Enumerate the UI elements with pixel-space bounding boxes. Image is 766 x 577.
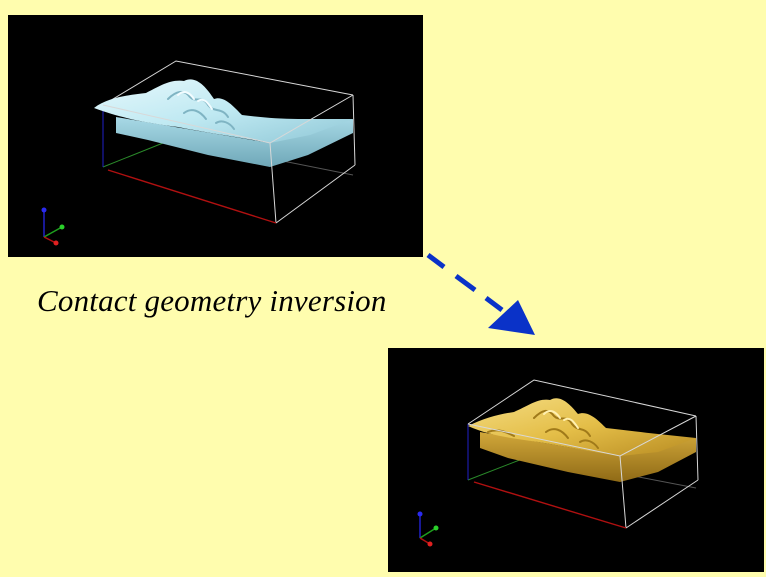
surface-ridge-detail — [487, 410, 599, 449]
box-edge-front — [102, 94, 354, 144]
box-edge-front-left — [269, 142, 277, 224]
box-edge-top-back — [102, 60, 354, 106]
viewport-after-inversion — [388, 348, 764, 572]
box-edge-bottom-x-axis — [107, 169, 277, 224]
surface-front-face — [480, 432, 696, 482]
viewport-before-inversion — [8, 15, 423, 257]
surface-render-after — [417, 379, 699, 547]
box-edge-bottom-x-axis — [473, 481, 627, 529]
box-edge-top-back — [467, 379, 697, 425]
surface-front-face — [116, 117, 353, 167]
surface-ridge-highlight — [543, 410, 579, 429]
box-edge-right — [695, 415, 699, 481]
axis-triad — [41, 207, 65, 246]
box-edge-front-left — [619, 455, 627, 529]
dashed-diagonal-arrow-icon — [426, 253, 535, 335]
diagram-caption: Contact geometry inversion — [37, 283, 387, 318]
box-edge-bottom-right — [275, 164, 356, 224]
box-edge-bottom-right — [625, 479, 699, 529]
axis-triad — [417, 511, 439, 547]
surface-top-face — [468, 398, 696, 456]
box-edge-back — [102, 138, 174, 168]
box-edge-right — [352, 94, 356, 166]
surface-ridge-highlight — [177, 91, 213, 110]
surface-render-before — [41, 60, 356, 246]
